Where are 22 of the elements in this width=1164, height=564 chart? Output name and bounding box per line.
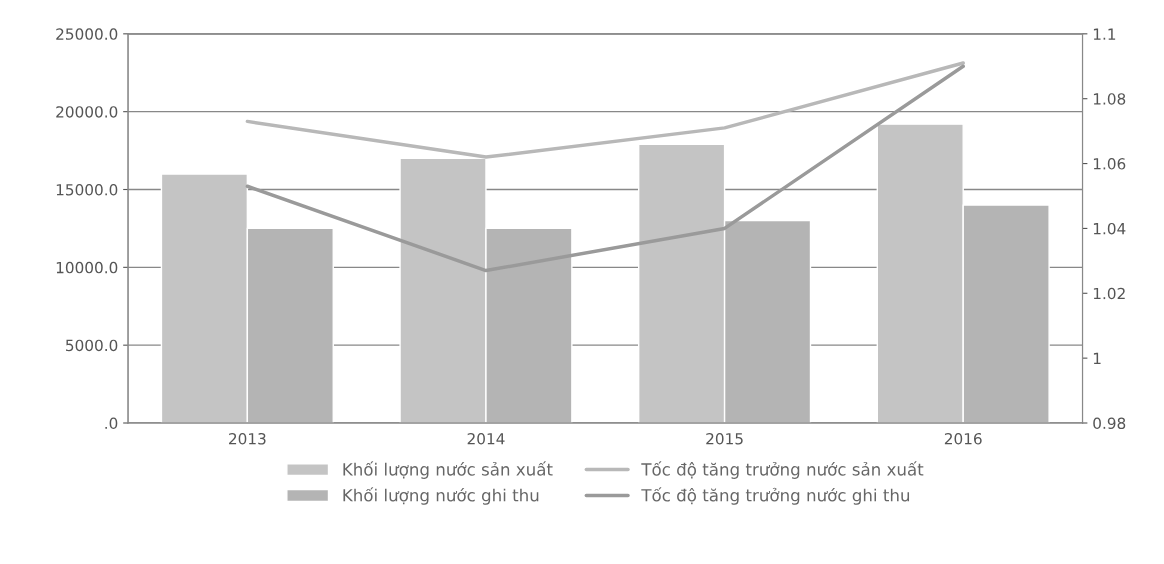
y-tick-label: 5000.0 — [66, 339, 118, 352]
legend-label: Tốc độ tăng trưởng nước ghi thu — [641, 487, 910, 505]
y2-tick-label: 1.08 — [1093, 93, 1126, 105]
x-tick-label: 2014 — [467, 432, 505, 445]
y-tick-label: .0 — [105, 417, 118, 430]
y2-tick-label: 1.06 — [1093, 158, 1126, 170]
y-tick-label: 20000.0 — [56, 106, 118, 118]
x-tick-label: 2015 — [706, 432, 743, 445]
y2-tick-label: 1.1 — [1093, 28, 1116, 40]
x-tick-label: 2013 — [229, 432, 266, 445]
y2-tick-label: 1 — [1093, 352, 1101, 364]
line-series — [245, 64, 965, 273]
y2-tick-label: 1.04 — [1093, 222, 1126, 235]
legend-label: Khối lượng nước ghi thu — [343, 487, 539, 505]
x-tick-label: 2016 — [944, 432, 982, 445]
legend-label: Tốc độ tăng trưởng nước sản xuất — [641, 461, 924, 479]
legend-label: Khối lượng nước sản xuất — [343, 461, 553, 479]
y2-tick-label: 1.02 — [1093, 287, 1125, 300]
y-tick-label: 15000.0 — [56, 183, 118, 196]
y2-tick-label: 0.98 — [1093, 417, 1126, 430]
y-tick-label: 10000.0 — [56, 261, 118, 274]
y-tick-label: 25000.0 — [56, 28, 118, 40]
